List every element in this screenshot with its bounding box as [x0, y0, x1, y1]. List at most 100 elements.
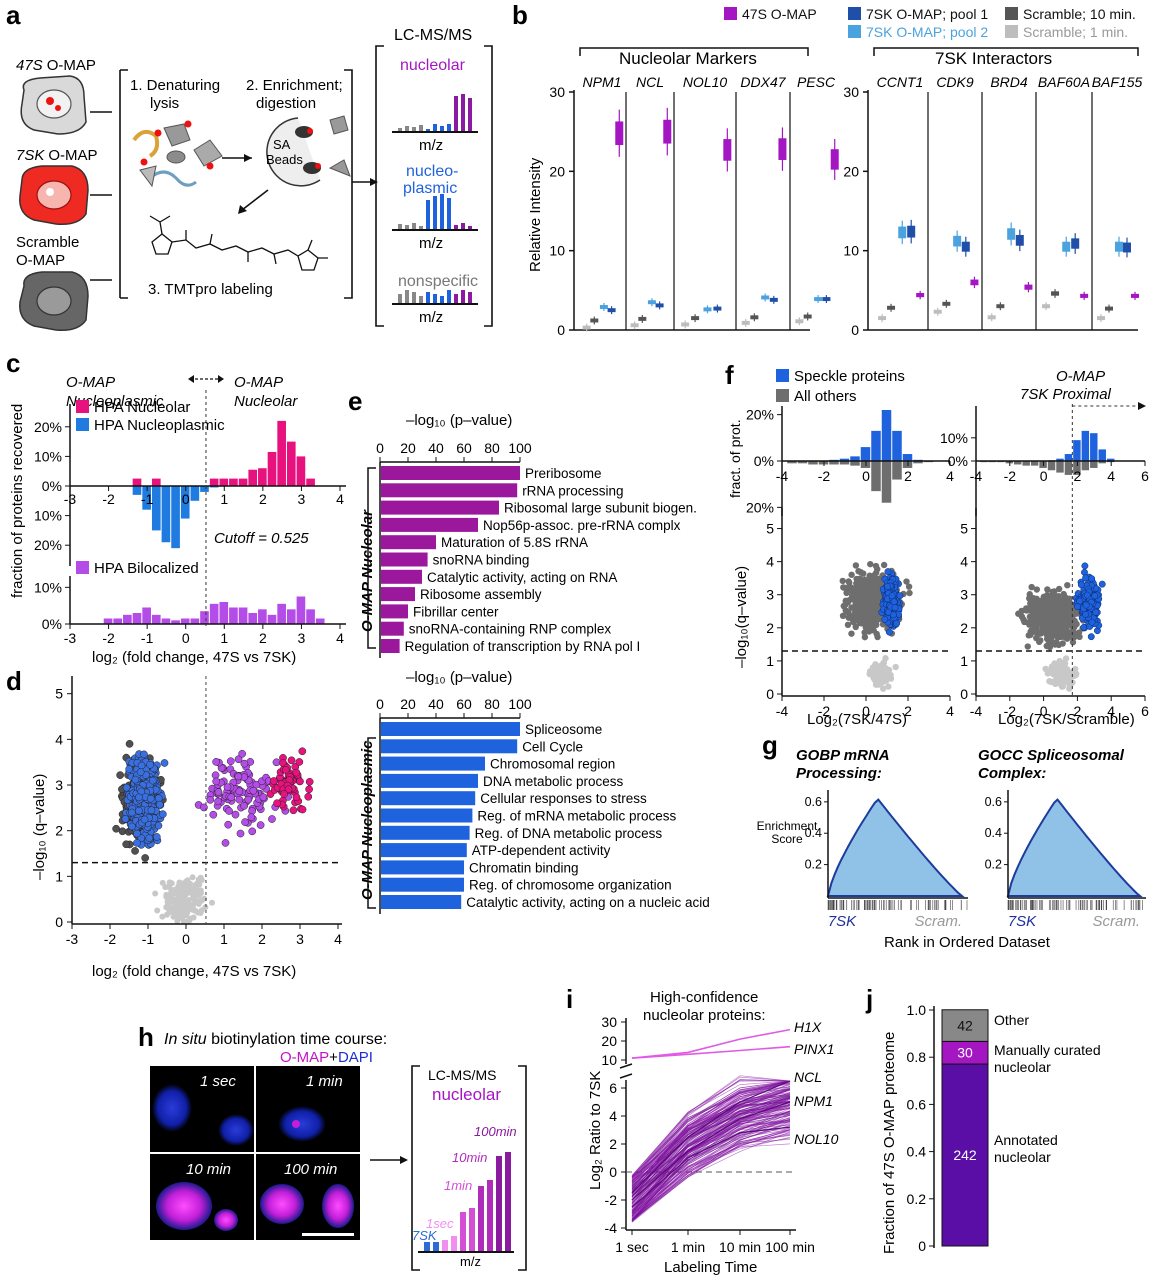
- point-all-others: [905, 583, 913, 590]
- point-not-significant: [1059, 683, 1067, 690]
- point-not-significant: [191, 900, 198, 907]
- cutoff-label: Cutoff = 0.525: [214, 530, 309, 547]
- x-tick-label: 3: [298, 630, 306, 646]
- nucleus-7sk-icon: [36, 180, 72, 210]
- cond-scramble-omap: O-MAP: [16, 252, 65, 269]
- header-nucleoplasmic: Nucleoplasmic: [66, 393, 164, 410]
- y-tick-label: 4: [766, 554, 774, 570]
- ms-peak: [426, 129, 430, 132]
- point-hpa-nucleoplasmic: [128, 808, 136, 817]
- chart-c: 20%10%0%10%20%10%0%-3-3-2-2-1-1001122334…: [34, 390, 346, 646]
- point-speckle-proteins: [1083, 591, 1091, 599]
- ms-peak: [468, 98, 472, 132]
- panel-f: Speckle proteins All others O-MAP 7SK Pr…: [727, 368, 1149, 728]
- bar-hpa-nucleolar: [219, 478, 229, 486]
- point-hpa-nucleolar: [289, 806, 298, 815]
- point-all-others: [1047, 599, 1054, 606]
- x-tick-label: 0: [1040, 703, 1048, 719]
- h-stain: O-MAP+DAPI: [280, 1049, 373, 1066]
- point-not-significant: [186, 905, 193, 912]
- group-bracket: [579, 47, 809, 56]
- x-tick-label: 1 sec: [615, 1239, 648, 1255]
- sa-beads-icon: [266, 115, 351, 187]
- protein-label: NPM1: [794, 1093, 833, 1109]
- point-other: [122, 840, 131, 849]
- nucleus-image: [218, 1114, 254, 1146]
- ms-peak: [398, 294, 402, 304]
- bar-nucleoplasmic-term: [381, 722, 520, 736]
- x-tick-label: 1: [220, 630, 228, 646]
- protein-trajectory: [631, 1121, 791, 1208]
- x-tick-label: 4: [1107, 468, 1115, 484]
- ms-peak: [433, 124, 437, 132]
- point-all-others: [1032, 626, 1040, 634]
- point-not-significant: [871, 676, 878, 683]
- point-all-others: [1066, 602, 1073, 610]
- panel-label-b: b: [512, 0, 528, 30]
- gene-label: BAF60A: [1038, 74, 1090, 90]
- mz-label: m/z: [419, 235, 443, 252]
- x-tick-label: -4: [970, 703, 983, 719]
- ms-peak: [433, 1242, 439, 1252]
- ms-peak: [454, 294, 458, 304]
- protein-trajectory: [631, 1094, 791, 1179]
- ms-peak: [412, 292, 416, 304]
- protein-trajectory: [631, 1100, 791, 1213]
- ms-peak: [426, 200, 430, 230]
- y-tick-label: 0.2: [805, 858, 822, 872]
- bar-speckle: [1098, 449, 1106, 461]
- step1-label: 1. Denaturing: [130, 77, 220, 94]
- point-speckle-proteins: [893, 619, 901, 627]
- bar-nucleoplasmic-term: [381, 825, 470, 840]
- ms-peak: [419, 296, 423, 304]
- point-hpa-nucleoplasmic: [148, 776, 157, 785]
- bar-others: [1056, 461, 1064, 473]
- x-tick-label: 100: [508, 440, 532, 456]
- x-tick-label: 20: [400, 696, 416, 712]
- bar-nucleoplasmic-term: [381, 739, 518, 754]
- point-all-others: [856, 575, 864, 582]
- point-all-others: [1044, 586, 1051, 593]
- bar-speckle: [881, 410, 892, 461]
- ms-peak: [419, 125, 423, 132]
- point-speckle-proteins: [1088, 575, 1096, 583]
- point-hpa-nucleoplasmic: [131, 775, 140, 784]
- point-hpa-nucleoplasmic: [154, 794, 163, 803]
- point-not-significant: [875, 671, 882, 678]
- legend-b: 47S O-MAP 7SK O-MAP; pool 1 7SK O-MAP; poo…: [724, 6, 1136, 40]
- bar-hpa-bilocalized: [113, 618, 123, 624]
- ms-peak: [505, 1152, 511, 1252]
- timepoint-peak-label: 7SK: [412, 1228, 438, 1243]
- point-all-others: [1018, 613, 1026, 620]
- term-label: Ribosome assembly: [420, 587, 542, 602]
- y-tick-label: 10%: [940, 430, 968, 446]
- y-tick-label: 2: [766, 620, 774, 636]
- header-7sk-proximal: 7SK Proximal: [1020, 386, 1112, 403]
- y-tick-label: 0%: [948, 453, 968, 469]
- point-hpa-nucleoplasmic: [135, 806, 143, 815]
- bar-speckle: [1106, 458, 1115, 461]
- x-tick-label: 4: [946, 703, 954, 719]
- y-tick-label: 0: [609, 1164, 617, 1180]
- x-tick-label: 80: [484, 696, 500, 712]
- point-hpa-nucleolar: [296, 777, 304, 786]
- arrow-head-icon: [1138, 402, 1146, 410]
- e-bracket-icon: [367, 467, 376, 909]
- timepoint-peak-label: 100min: [474, 1124, 517, 1139]
- bar-hpa-bilocalized: [229, 607, 238, 624]
- y-tick-label: 30: [549, 84, 565, 100]
- x-tick-label: 10 min: [719, 1239, 761, 1255]
- arrow-head-icon: [244, 154, 252, 162]
- y-tick-label: 0.2: [907, 1191, 927, 1207]
- point-speckle-proteins: [1082, 574, 1090, 582]
- point-hpa-nucleolar: [295, 758, 304, 766]
- point-not-significant: [193, 886, 200, 893]
- group-title-7sk: 7SK Interactors: [935, 49, 1052, 68]
- gene-label: BRD4: [990, 74, 1028, 90]
- ms-peak: [468, 226, 472, 230]
- mz-label: m/z: [419, 309, 443, 326]
- legend-entry: 7SK O-MAP; pool 2: [866, 24, 988, 40]
- step3-label: 3. TMTpro labeling: [148, 281, 273, 298]
- point-all-others: [1049, 590, 1057, 597]
- nucleus-image: [322, 1184, 354, 1228]
